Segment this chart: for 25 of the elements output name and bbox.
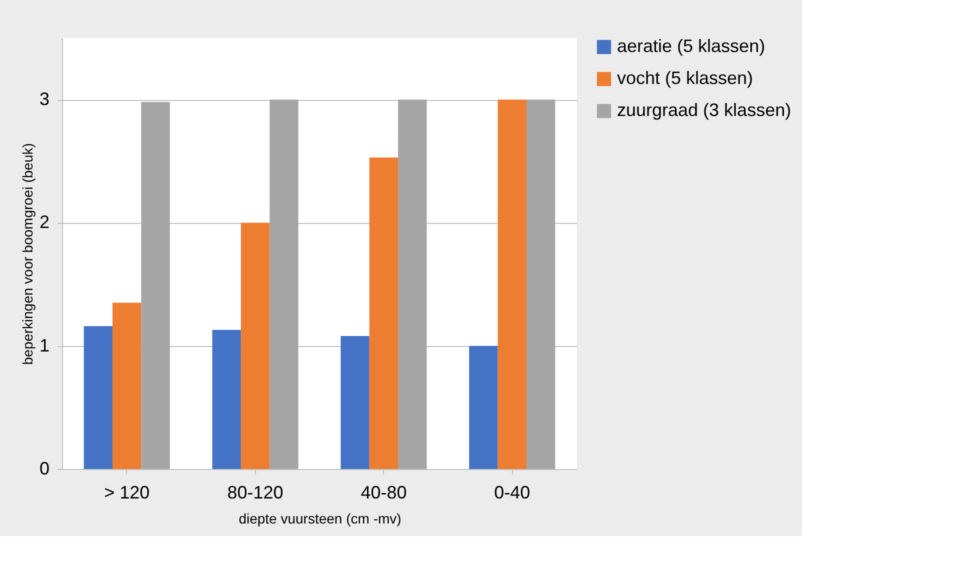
bar: [270, 100, 298, 469]
bar: [469, 346, 498, 469]
bar: [398, 100, 427, 469]
bar: [369, 157, 398, 469]
bar: [112, 302, 142, 469]
bar: [240, 222, 270, 469]
y-tick-label: 3: [39, 89, 50, 110]
y-tick-label: 1: [39, 335, 50, 356]
y-tick-label: 2: [39, 212, 50, 232]
y-tick-label: 0: [39, 458, 50, 478]
bar: [84, 326, 113, 469]
bar: [141, 102, 170, 469]
x-axis-title: diepte vuursteen (cm -mv): [238, 510, 402, 526]
bar: [498, 100, 526, 469]
legend-label: zuurgraad (3 klassen): [617, 100, 792, 120]
x-tick-label: 40-80: [360, 482, 407, 502]
x-tick-label: > 120: [104, 482, 150, 502]
x-tick-label: 80-120: [227, 482, 284, 502]
legend-label: vocht (5 klassen): [617, 68, 754, 88]
bar: [526, 100, 556, 469]
y-axis-title: beperkingen voor boomgroei (beuk): [19, 143, 36, 365]
bar: [340, 336, 370, 469]
legend-label: aeratie (5 klassen): [617, 36, 766, 56]
bar: [212, 330, 241, 469]
x-tick-label: 0-40: [494, 482, 530, 502]
